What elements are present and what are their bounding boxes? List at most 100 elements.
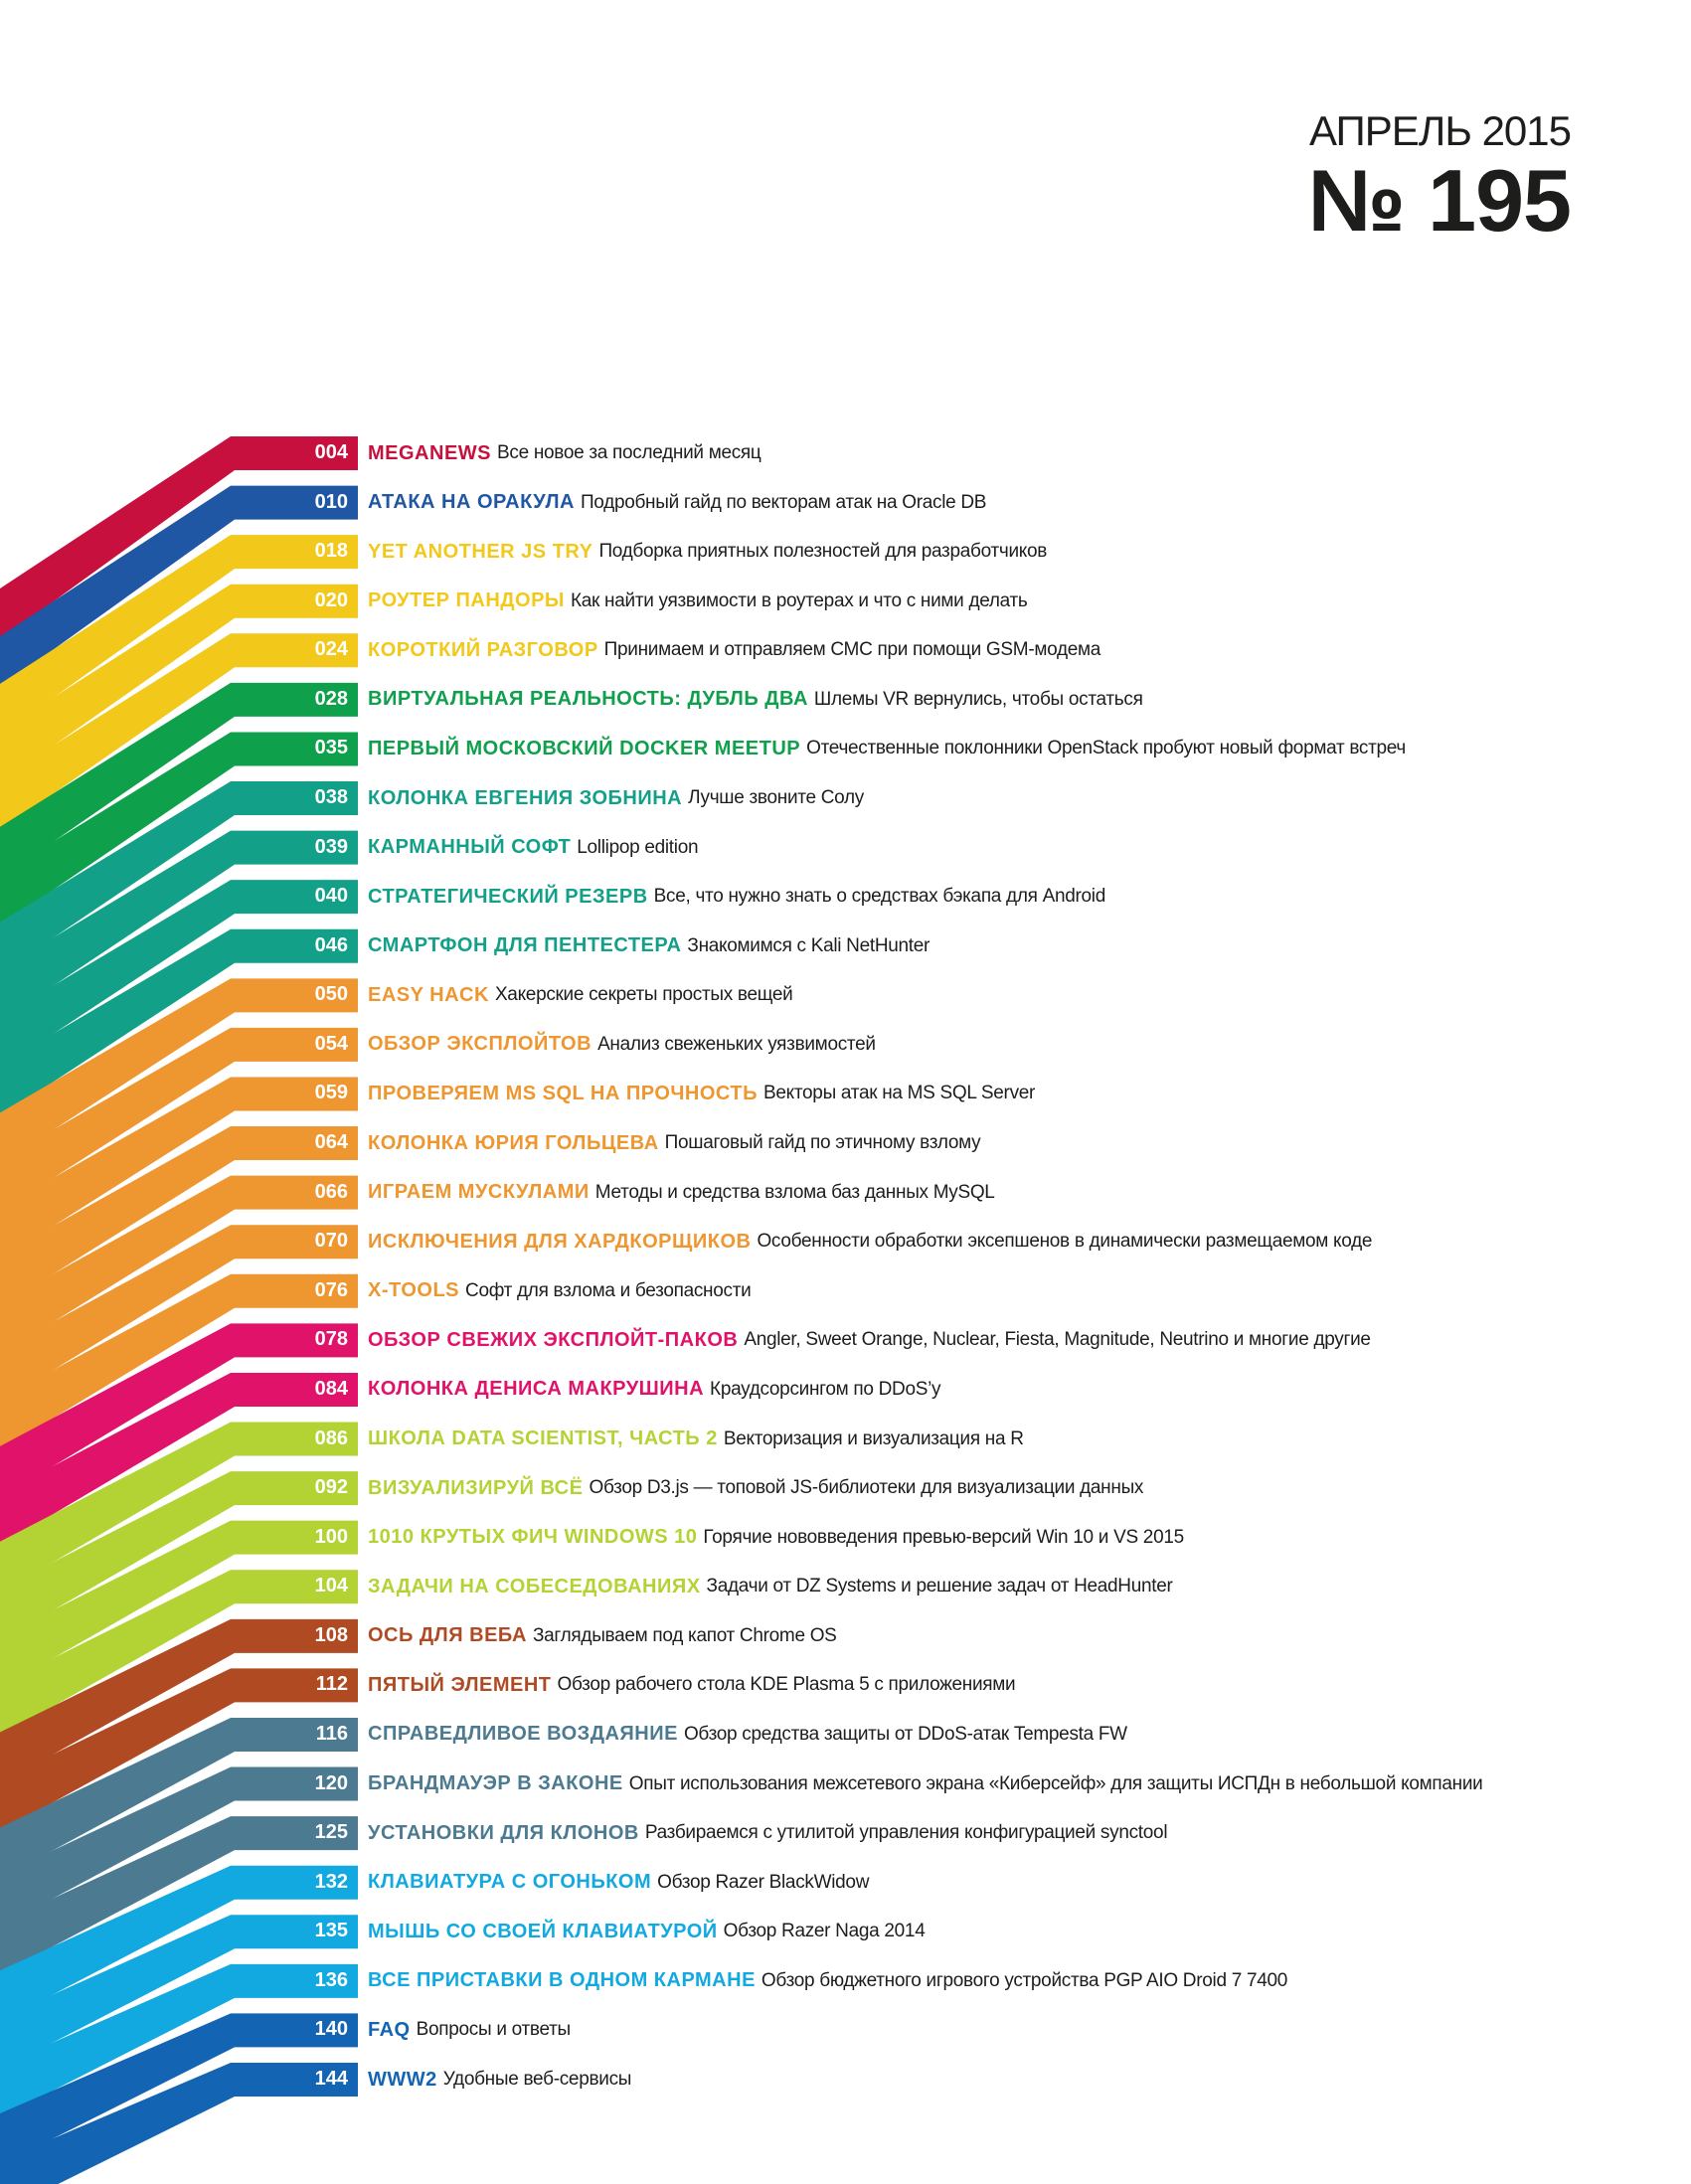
page-number-text: 050 bbox=[314, 983, 348, 1006]
page-number-text: 010 bbox=[314, 490, 348, 513]
page-number-text: 040 bbox=[314, 885, 348, 908]
toc-title: X-TOOLS bbox=[368, 1279, 460, 1302]
toc-entry[interactable]: 132 КЛАВИАТУРА С ОГОНЬКОМ Обзор Razer Blac… bbox=[315, 1866, 870, 1900]
toc-entry[interactable]: 108 ОСЬ ДЛЯ ВЕБА Заглядываем под капот Chr… bbox=[315, 1619, 837, 1653]
toc-description: Как найти уязвимости в роутерах и что с … bbox=[571, 589, 1028, 611]
toc-title: YET ANOTHER JS TRY bbox=[368, 540, 593, 563]
toc-description: Angler, Sweet Orange, Nuclear, Fiesta, M… bbox=[744, 1329, 1371, 1351]
toc-description: Хакерские секреты простых вещей bbox=[494, 984, 793, 1006]
toc-entry[interactable]: 092 ВИЗУАЛИЗИРУЙ ВСЁ Обзор D3.js — топовой… bbox=[315, 1471, 1144, 1505]
toc-description: Вопросы и ответы bbox=[416, 2019, 572, 2041]
toc-entry[interactable]: 040 СТРАТЕГИЧЕСКИЙ РЕЗЕРВ Все, что нужно з… bbox=[315, 880, 1106, 914]
stripe-band bbox=[0, 1422, 358, 1594]
toc-title: WWW2 bbox=[368, 2068, 437, 2091]
toc-entry[interactable]: 120 БРАНДМАУЭР В ЗАКОНЕ Опыт использования… bbox=[315, 1767, 1483, 1801]
toc-entry[interactable]: 136 ВСЕ ПРИСТАВКИ В ОДНОМ КАРМАНЕ Обзор бю… bbox=[315, 1964, 1288, 1998]
page-number-text: 120 bbox=[314, 1771, 348, 1794]
toc-entry[interactable]: 104 ЗАДАЧИ НА СОБЕСЕДОВАНИЯХ Задачи от DZ … bbox=[315, 1570, 1173, 1603]
toc-description: Методы и средства взлома баз данных MySQ… bbox=[594, 1181, 995, 1203]
toc-title: ВСЕ ПРИСТАВКИ В ОДНОМ КАРМАНЕ bbox=[368, 1969, 756, 1992]
stripe-band bbox=[0, 1471, 358, 1641]
toc-description: Все, что нужно знать о средствах бэкапа … bbox=[653, 886, 1106, 908]
toc-description: Отечественные поклонники OpenStack пробу… bbox=[806, 738, 1407, 759]
page-number-text: 028 bbox=[314, 687, 348, 710]
toc-entry[interactable]: 086 ШКОЛА DATA SCIENTIST, ЧАСТЬ 2 Векториз… bbox=[315, 1423, 1024, 1456]
toc-title: СТРАТЕГИЧЕСКИЙ РЕЗЕРВ bbox=[368, 885, 648, 908]
toc-description: Обзор средства защиты от DDoS-атак Tempe… bbox=[683, 1723, 1127, 1745]
page-number-text: 018 bbox=[314, 540, 348, 563]
toc-description: Векторы атак на MS SQL Server bbox=[762, 1083, 1036, 1104]
toc-entry[interactable]: 046 СМАРТФОН ДЛЯ ПЕНТЕСТЕРА Знакомимся с K… bbox=[315, 929, 930, 963]
toc-title: СПРАВЕДЛИВОЕ ВОЗДАЯНИЕ bbox=[368, 1723, 678, 1746]
stripe-band bbox=[0, 633, 358, 831]
toc-entry[interactable]: 112 ПЯТЫЙ ЭЛЕМЕНТ Обзор рабочего стола KDE… bbox=[316, 1668, 1016, 1702]
toc-description: Лучше звоните Солу bbox=[688, 787, 864, 809]
stripe-band bbox=[0, 1323, 358, 1498]
toc-entry[interactable]: 100 1010 КРУТЫХ ФИЧ WINDOWS 10 Горячие нов… bbox=[315, 1521, 1185, 1555]
toc-title: РОУТЕР ПАНДОРЫ bbox=[368, 589, 566, 612]
page-number-text: 112 bbox=[315, 1673, 348, 1696]
toc-entry[interactable]: 078 ОБЗОР СВЕЖИХ ЭКСПЛОЙТ-ПАКОВ Angler, Sw… bbox=[315, 1323, 1371, 1357]
toc-entry[interactable]: 035 ПЕРВЫЙ МОСКОВСКИЙ DOCKER MEETUP Отечес… bbox=[315, 732, 1407, 765]
page-number-text: 116 bbox=[315, 1722, 348, 1745]
stripe-band bbox=[0, 535, 358, 736]
toc-description: Разбираемся с утилитой управления конфиг… bbox=[644, 1822, 1168, 1844]
toc-entry[interactable]: 004 MEGANEWS Все новое за последний месяц bbox=[315, 436, 761, 470]
toc-entry[interactable]: 028 ВИРТУАЛЬНАЯ РЕАЛЬНОСТЬ: ДУБЛЬ ДВА Шлем… bbox=[315, 683, 1143, 717]
issue-month: АПРЕЛЬ 2015 bbox=[1309, 107, 1572, 154]
toc-entry[interactable]: 038 КОЛОНКА ЕВГЕНИЯ ЗОБНИНА Лучше звоните … bbox=[315, 781, 865, 815]
toc-entry[interactable]: 010 АТАКА НА ОРАКУЛА Подробный гайд по век… bbox=[315, 486, 987, 520]
toc-entry[interactable]: 064 КОЛОНКА ЮРИЯ ГОЛЬЦЕВА Пошаговый гайд п… bbox=[315, 1126, 981, 1160]
toc-title: ИСКЛЮЧЕНИЯ ДЛЯ ХАРДКОРЩИКОВ bbox=[368, 1230, 752, 1253]
toc-entry[interactable]: 144 WWW2 Удобные веб-сервисы bbox=[315, 2063, 632, 2097]
toc-entry[interactable]: 066 ИГРАЕМ МУСКУЛАМИ Методы и средства взл… bbox=[315, 1176, 995, 1210]
toc-title: FAQ bbox=[368, 2018, 411, 2041]
page-number-text: 020 bbox=[314, 588, 348, 611]
stripe-band bbox=[0, 1766, 358, 1928]
toc-description: Все новое за последний месяц bbox=[497, 442, 761, 463]
page-number-text: 078 bbox=[314, 1328, 348, 1351]
toc-entry[interactable]: 059 ПРОВЕРЯЕМ MS SQL НА ПРОЧНОСТЬ Векторы … bbox=[315, 1077, 1036, 1110]
toc-title: ОБЗОР СВЕЖИХ ЭКСПЛОЙТ-ПАКОВ bbox=[368, 1328, 739, 1351]
page-number-text: 046 bbox=[314, 933, 348, 956]
stripe-band bbox=[0, 584, 358, 783]
page-number-text: 125 bbox=[314, 1821, 348, 1844]
toc-title: ПЯТЫЙ ЭЛЕМЕНТ bbox=[368, 1673, 552, 1696]
stripe-band bbox=[0, 1963, 358, 2118]
stripe-band bbox=[0, 1865, 358, 2023]
stripe-band bbox=[0, 732, 358, 926]
stripe-band bbox=[0, 682, 358, 879]
toc-entry[interactable]: 050 EASY HACK Хакерские секреты простых ве… bbox=[315, 978, 793, 1012]
toc-description: Софт для взлома и безопасности bbox=[465, 1279, 752, 1301]
page-number-text: 070 bbox=[314, 1230, 348, 1253]
toc-entry[interactable]: 054 ОБЗОР ЭКСПЛОЙТОВ Анализ свеженьких уяз… bbox=[315, 1028, 876, 1062]
toc-title: АТАКА НА ОРАКУЛА bbox=[368, 491, 575, 514]
toc-description: Краудсорсингом по DDoS’у bbox=[710, 1378, 941, 1400]
toc-entry[interactable]: 020 РОУТЕР ПАНДОРЫ Как найти уязвимости в … bbox=[315, 585, 1028, 618]
toc-title: 1010 КРУТЫХ ФИЧ WINDOWS 10 bbox=[368, 1526, 698, 1549]
toc-description: Особенности обработки эксепшенов в динам… bbox=[757, 1231, 1373, 1253]
toc-title: МЫШЬ СО СВОЕЙ КЛАВИАТУРОЙ bbox=[368, 1920, 718, 1942]
toc-description: Обзор Razer Naga 2014 bbox=[723, 1921, 926, 1942]
toc-entry[interactable]: 070 ИСКЛЮЧЕНИЯ ДЛЯ ХАРДКОРЩИКОВ Особенност… bbox=[315, 1225, 1373, 1259]
toc-entry[interactable]: 018 YET ANOTHER JS TRY Подборка приятных п… bbox=[315, 535, 1048, 569]
toc-title: КОЛОНКА ДЕНИСА МАКРУШИНА bbox=[368, 1378, 705, 1401]
toc-title: КОЛОНКА ЕВГЕНИЯ ЗОБНИНА bbox=[368, 786, 683, 809]
toc-entry[interactable]: 076 X-TOOLS Софт для взлома и безопасности bbox=[315, 1274, 752, 1308]
page-number-text: 076 bbox=[314, 1278, 348, 1301]
toc-entry[interactable]: 125 УСТАНОВКИ ДЛЯ КЛОНОВ Разбираемся с ути… bbox=[315, 1816, 1168, 1850]
toc-description: Знакомимся с Kali NetHunter bbox=[687, 934, 930, 956]
toc-entry[interactable]: 140 FAQ Вопросы и ответы bbox=[315, 2013, 572, 2047]
toc-title: КАРМАННЫЙ СОФТ bbox=[368, 836, 572, 859]
page-number-text: 064 bbox=[314, 1131, 348, 1154]
toc-entry[interactable]: 135 МЫШЬ СО СВОЕЙ КЛАВИАТУРОЙ Обзор Razer … bbox=[315, 1915, 926, 1948]
page-number-text: 004 bbox=[314, 441, 348, 463]
toc-entry[interactable]: 039 КАРМАННЫЙ СОФТ Lollipop edition bbox=[315, 831, 699, 865]
toc-title: ВИЗУАЛИЗИРУЙ ВСЁ bbox=[368, 1476, 584, 1499]
toc-entry[interactable]: 116 СПРАВЕДЛИВОЕ ВОЗДАЯНИЕ Обзор средства … bbox=[316, 1718, 1127, 1752]
toc-entry[interactable]: 084 КОЛОНКА ДЕНИСА МАКРУШИНА Краудсорсинго… bbox=[315, 1373, 941, 1407]
page-number-text: 104 bbox=[314, 1575, 348, 1597]
toc-entry[interactable]: 024 КОРОТКИЙ РАЗГОВОР Принимаем и отправля… bbox=[315, 633, 1101, 667]
stripe-band bbox=[0, 436, 358, 640]
